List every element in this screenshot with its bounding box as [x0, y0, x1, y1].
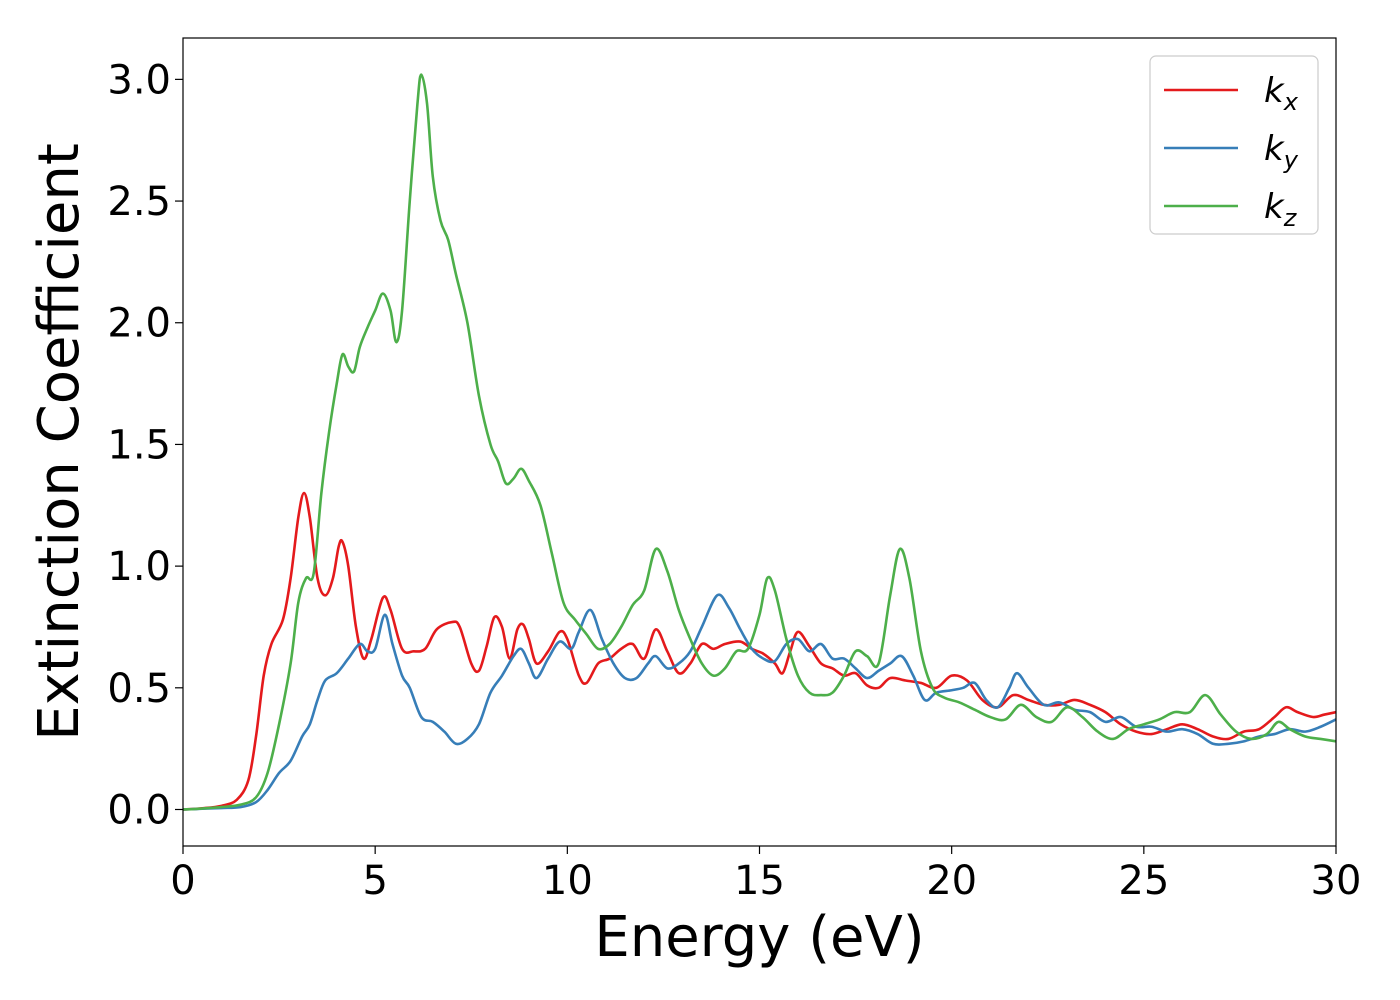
x-tick-label: 25: [1118, 858, 1169, 904]
legend: kx ky kz: [1149, 55, 1319, 235]
y-tick-label: 0.0: [107, 787, 171, 833]
legend-label-kz: kz: [1264, 187, 1298, 232]
series-line-ky: [183, 593, 1336, 811]
legend-box: [1149, 55, 1319, 235]
y-tick-label: 2.0: [107, 301, 171, 347]
series-line-kz: [183, 73, 1336, 811]
y-tick-label: 1.5: [107, 422, 171, 468]
series-line-kx: [183, 491, 1336, 811]
y-axis: 0.0 0.5 1.0 1.5 2.0 2.5 3.0: [107, 57, 183, 833]
legend-label-kx: kx: [1264, 71, 1299, 116]
x-tick-label: 20: [926, 858, 977, 904]
x-tick-label: 10: [542, 858, 593, 904]
y-tick-label: 1.0: [107, 544, 171, 590]
series-layer: [183, 73, 1336, 811]
x-axis-title: Energy (eV): [594, 905, 924, 970]
y-tick-label: 2.5: [107, 179, 171, 225]
x-tick-label: 30: [1311, 858, 1362, 904]
x-axis: 0 5 10 15 20 25 30: [170, 846, 1361, 904]
y-axis-title: Extinction Coefficient: [27, 143, 92, 741]
x-tick-label: 15: [734, 858, 785, 904]
x-tick-label: 0: [170, 858, 195, 904]
y-tick-label: 0.5: [107, 666, 171, 712]
y-tick-label: 3.0: [107, 57, 171, 103]
x-tick-label: 5: [362, 858, 387, 904]
legend-label-ky: ky: [1264, 129, 1299, 174]
